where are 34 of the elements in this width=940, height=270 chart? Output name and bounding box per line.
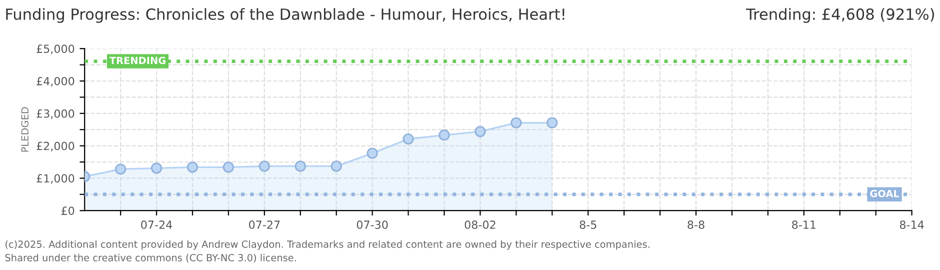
- point: [330, 160, 342, 172]
- x-tick-label: 8-5: [580, 220, 596, 229]
- point: [150, 162, 162, 174]
- point: [294, 160, 306, 172]
- chart-title: Funding Progress: Chronicles of the Dawnblade - Humour, Heroics, Heart!: [6, 8, 564, 23]
- y-tick-label: £5,000: [36, 44, 74, 54]
- point: [474, 126, 486, 138]
- point: [402, 133, 414, 145]
- ref-line-label: TRENDING: [109, 56, 166, 64]
- point: [222, 162, 234, 173]
- point: [510, 117, 522, 128]
- x-tick-label: 08-02: [464, 220, 496, 229]
- x-tick-label: 07-24: [141, 220, 172, 229]
- y-tick-label: £2,000: [36, 142, 74, 152]
- text: (c)2025. Additional content provided by Andrew Claydon. Trademarks and related content are owned by their respective companies.: [6, 240, 650, 250]
- y-tick-label: £3,000: [36, 109, 74, 119]
- y-tick-label: £0: [61, 206, 74, 215]
- point: [115, 164, 126, 175]
- point: [546, 117, 558, 128]
- x-tick-label: 8-11: [792, 220, 816, 229]
- y-tick-label: £1,000: [36, 174, 74, 184]
- x-tick-label: 8-14: [900, 220, 924, 229]
- point: [438, 130, 450, 141]
- point: [186, 162, 198, 173]
- ref-line-label: GOAL: [870, 190, 900, 198]
- x-tick-label: 07-30: [356, 220, 388, 229]
- point: [366, 148, 378, 159]
- point: [258, 160, 270, 172]
- x-tick-label: 07-27: [249, 220, 280, 229]
- text: Trending: £4,608 (921%): [746, 8, 934, 23]
- y-tick-label: £4,000: [36, 76, 74, 87]
- text: Shared under the creative commons (CC BY-NC 3.0) license.: [5, 254, 296, 263]
- y-axis-title: PLEDGED: [21, 107, 29, 152]
- x-tick-label: 8-8: [688, 220, 704, 229]
